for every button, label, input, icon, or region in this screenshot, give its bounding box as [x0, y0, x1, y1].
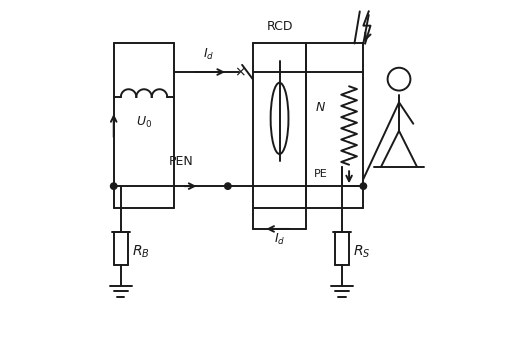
Text: $I_d$: $I_d$	[274, 232, 285, 247]
Text: $I_d$: $I_d$	[202, 47, 214, 62]
Text: $U_0$: $U_0$	[136, 115, 152, 130]
Circle shape	[225, 183, 231, 189]
Text: RCD: RCD	[266, 20, 293, 33]
Text: $R_B$: $R_B$	[132, 244, 149, 260]
Circle shape	[360, 183, 367, 189]
Text: PE: PE	[314, 169, 327, 179]
Text: N: N	[316, 101, 325, 114]
Text: PEN: PEN	[169, 155, 194, 168]
Text: $R_S$: $R_S$	[353, 244, 370, 260]
Circle shape	[111, 183, 117, 189]
Text: ×: ×	[235, 65, 246, 79]
